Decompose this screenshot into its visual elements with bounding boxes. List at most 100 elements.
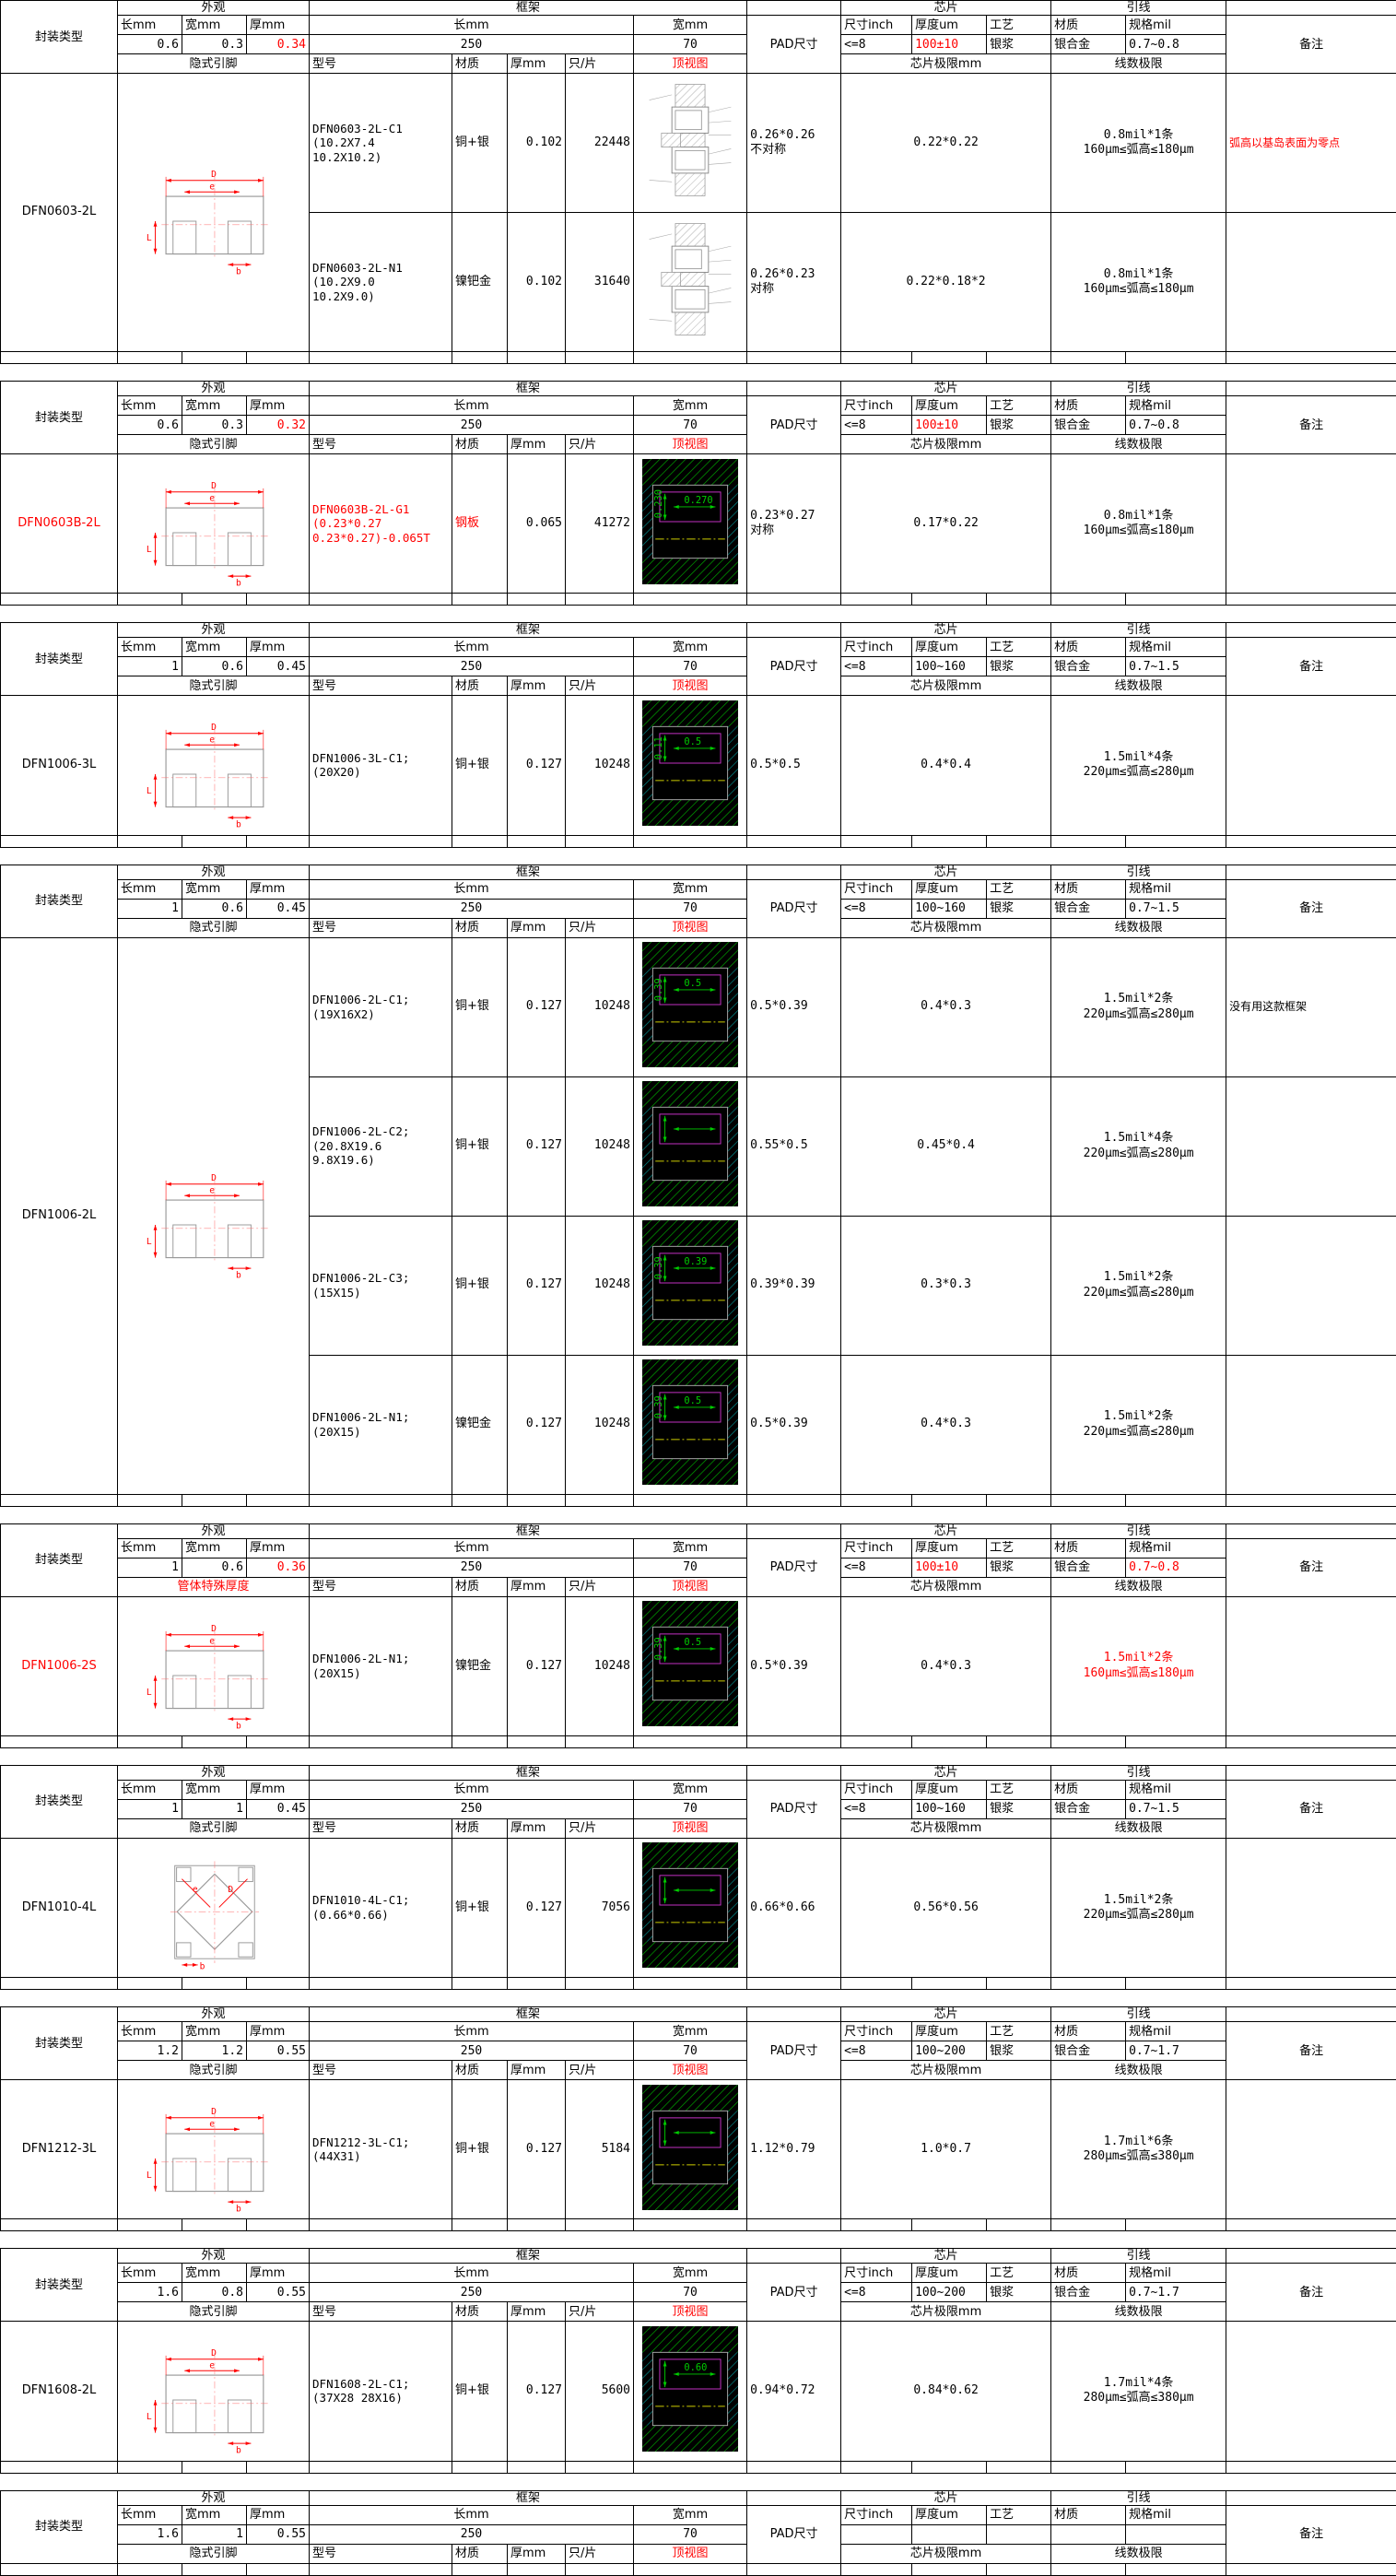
chip-size-header: 尺寸inch	[841, 16, 912, 35]
appearance-group-header: 外观	[118, 2490, 310, 2505]
lead-material-header: 材质	[1051, 1538, 1126, 1558]
remark-cell	[1226, 1838, 1396, 1977]
model-cell: DFN1010-4L-C1; (0.66*0.66)	[310, 1838, 452, 1977]
wire-limit-header: 线数极限	[1051, 676, 1226, 696]
chip-thickness-value: 100±10	[912, 1558, 987, 1577]
appearance-drawing: D e L b D e	[118, 1838, 310, 1977]
header-group-row: 封装类型 外观 框架 芯片 引线	[1, 865, 1396, 879]
wire-limit-cell: 1.5mil*2条 220μm≤弧高≤280μm	[1051, 1216, 1226, 1355]
width-header: 宽mm	[182, 2264, 247, 2283]
wire-limit-header: 线数极限	[1051, 918, 1226, 937]
wire-limit-cell: 1.7mil*6条 280μm≤弧高≤380μm	[1051, 2080, 1226, 2219]
material-header: 材质	[452, 918, 508, 937]
pcs-cell: 10248	[566, 1596, 634, 1735]
model-header: 型号	[310, 2302, 452, 2322]
model-header: 型号	[310, 918, 452, 937]
chip-limit-cell: 0.4*0.4	[841, 696, 1051, 835]
lead-group-header: 引线	[1051, 623, 1226, 638]
chip-process-value	[987, 2524, 1051, 2544]
remark-cell	[1226, 2080, 1396, 2219]
model-cell: DFN0603-2L-N1 (10.2X9.0 10.2X9.0)	[310, 213, 452, 352]
hidden-pin-header: 隐式引脚	[118, 54, 310, 74]
frame-width-value: 70	[634, 2524, 747, 2544]
chip-thickness-header: 厚度um	[912, 2022, 987, 2041]
pad-size-cell: 0.5*0.39	[747, 937, 841, 1076]
appearance-drawing: D e L b D e	[118, 937, 310, 1494]
cad-dim-horizontal: 0.60	[684, 2362, 707, 2373]
subheader-row: 隐式引脚 型号 材质 厚mm 只/片 顶视图 芯片极限mm 线数极限	[1, 435, 1396, 454]
chip-limit-cell: 0.3*0.3	[841, 1216, 1051, 1355]
appearance-length-value: 1.6	[118, 2283, 182, 2302]
dim-label-d: D	[211, 1623, 217, 1633]
package-section-table: 封装类型 外观 框架 芯片 引线 长mm 宽mm 厚mm 长mm 宽mm PAD…	[0, 0, 1396, 364]
length-header: 长mm	[118, 396, 182, 416]
model-cell: DFN1006-2L-C1; (19X16X2)	[310, 937, 452, 1076]
dim-label-b: b	[236, 2205, 241, 2214]
frame-width-header: 宽mm	[634, 2264, 747, 2283]
frame-length-header: 长mm	[310, 16, 634, 35]
length-header: 长mm	[118, 16, 182, 35]
remark-header: 备注	[1226, 2264, 1396, 2322]
chip-group-header: 芯片	[841, 865, 1051, 879]
material-header: 材质	[452, 435, 508, 454]
row-thickness-header: 厚mm	[508, 1818, 566, 1838]
thickness-header: 厚mm	[247, 396, 310, 416]
chip-group-header: 芯片	[841, 623, 1051, 638]
pad-size-cell: 0.66*0.66	[747, 1838, 841, 1977]
lead-spec-value: 0.7~1.5	[1126, 899, 1226, 918]
frame-width-header: 宽mm	[634, 2022, 747, 2041]
appearance-drawing: D e L b D e	[118, 696, 310, 835]
pcs-header: 只/片	[566, 435, 634, 454]
material-cell: 铜+银	[452, 1216, 508, 1355]
appearance-drawing: D e L b D e	[118, 454, 310, 594]
chip-limit-cell: 0.4*0.3	[841, 937, 1051, 1076]
appearance-thickness-value: 0.45	[247, 899, 310, 918]
dim-label-e: e	[209, 735, 215, 746]
pad-size-header: PAD尺寸	[747, 879, 841, 937]
topview-cad-image: 0.230 0.270	[642, 459, 738, 584]
chip-limit-header: 芯片极限mm	[841, 2061, 1051, 2080]
length-header: 长mm	[118, 2264, 182, 2283]
dim-label-b: b	[236, 267, 241, 276]
subheader-row: 隐式引脚 型号 材质 厚mm 只/片 顶视图 芯片极限mm 线数极限	[1, 676, 1396, 696]
chip-thickness-value: 100~200	[912, 2283, 987, 2302]
frame-width-value: 70	[634, 35, 747, 54]
chip-size-value: <=8	[841, 1558, 912, 1577]
spacer-cell	[747, 1765, 841, 1780]
subheader-row: 隐式引脚 型号 材质 厚mm 只/片 顶视图 芯片极限mm 线数极限	[1, 1818, 1396, 1838]
frame-width-header: 宽mm	[634, 396, 747, 416]
wire-limit-cell: 0.8mil*1条 160μm≤弧高≤180μm	[1051, 213, 1226, 352]
lead-spec-header: 规格mil	[1126, 396, 1226, 416]
appearance-group-header: 外观	[118, 2007, 310, 2022]
header-label-row: 长mm 宽mm 厚mm 长mm 宽mm PAD尺寸 尺寸inch 厚度um 工艺…	[1, 879, 1396, 899]
model-cell: DFN1212-3L-C1; (44X31)	[310, 2080, 452, 2219]
pcs-cell: 7056	[566, 1838, 634, 1977]
spacer-strip-row	[1, 1978, 1396, 1990]
spacer-cell	[747, 2007, 841, 2022]
dim-label-d: D	[228, 1885, 233, 1895]
lead-material-value: 银合金	[1051, 2041, 1126, 2061]
package-type-header: 封装类型	[1, 382, 118, 454]
pad-size-header: PAD尺寸	[747, 638, 841, 696]
cad-dim-horizontal: 0.5	[684, 1637, 701, 1648]
model-cell: DFN1608-2L-C1; (37X28 28X16)	[310, 2322, 452, 2461]
package-outline-drawing: D e L b	[122, 2080, 306, 2214]
spacer-cell	[747, 2490, 841, 2505]
wire-limit-header: 线数极限	[1051, 435, 1226, 454]
remark-cell	[1226, 454, 1396, 594]
appearance-drawing: D e L b D e	[118, 74, 310, 352]
lead-material-header: 材质	[1051, 879, 1126, 899]
cad-dim-horizontal: 0.5	[684, 736, 701, 747]
thickness-cell: 0.127	[508, 1216, 566, 1355]
wire-limit-header: 线数极限	[1051, 2061, 1226, 2080]
frame-width-header: 宽mm	[634, 1538, 747, 1558]
width-header: 宽mm	[182, 1780, 247, 1799]
package-type-header: 封装类型	[1, 1, 118, 74]
hidden-pin-header: 隐式引脚	[118, 676, 310, 696]
package-section-table: 封装类型 外观 框架 芯片 引线 长mm 宽mm 厚mm 长mm 宽mm PAD…	[0, 1523, 1396, 1748]
topview-cell: 0.39 0.5	[634, 1355, 747, 1494]
appearance-width-value: 0.8	[182, 2283, 247, 2302]
frame-width-value: 70	[634, 1558, 747, 1577]
chip-group-header: 芯片	[841, 1, 1051, 16]
topview-header: 顶视图	[634, 676, 747, 696]
